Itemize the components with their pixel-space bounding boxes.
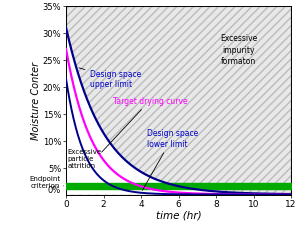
X-axis label: time (hr): time (hr) <box>156 210 201 220</box>
Text: Excessive
particle
attrition: Excessive particle attrition <box>67 148 101 168</box>
Text: Design space
upper limit: Design space upper limit <box>79 68 142 89</box>
Y-axis label: Moisture Conter: Moisture Conter <box>31 62 41 140</box>
Text: Endpoint
criterion: Endpoint criterion <box>29 175 60 188</box>
Text: Excessive
impurity
formaton: Excessive impurity formaton <box>220 34 257 65</box>
Text: Target drying curve: Target drying curve <box>102 96 188 153</box>
Text: Design space
lower limit: Design space lower limit <box>142 129 198 191</box>
Text: 0%: 0% <box>47 185 60 194</box>
